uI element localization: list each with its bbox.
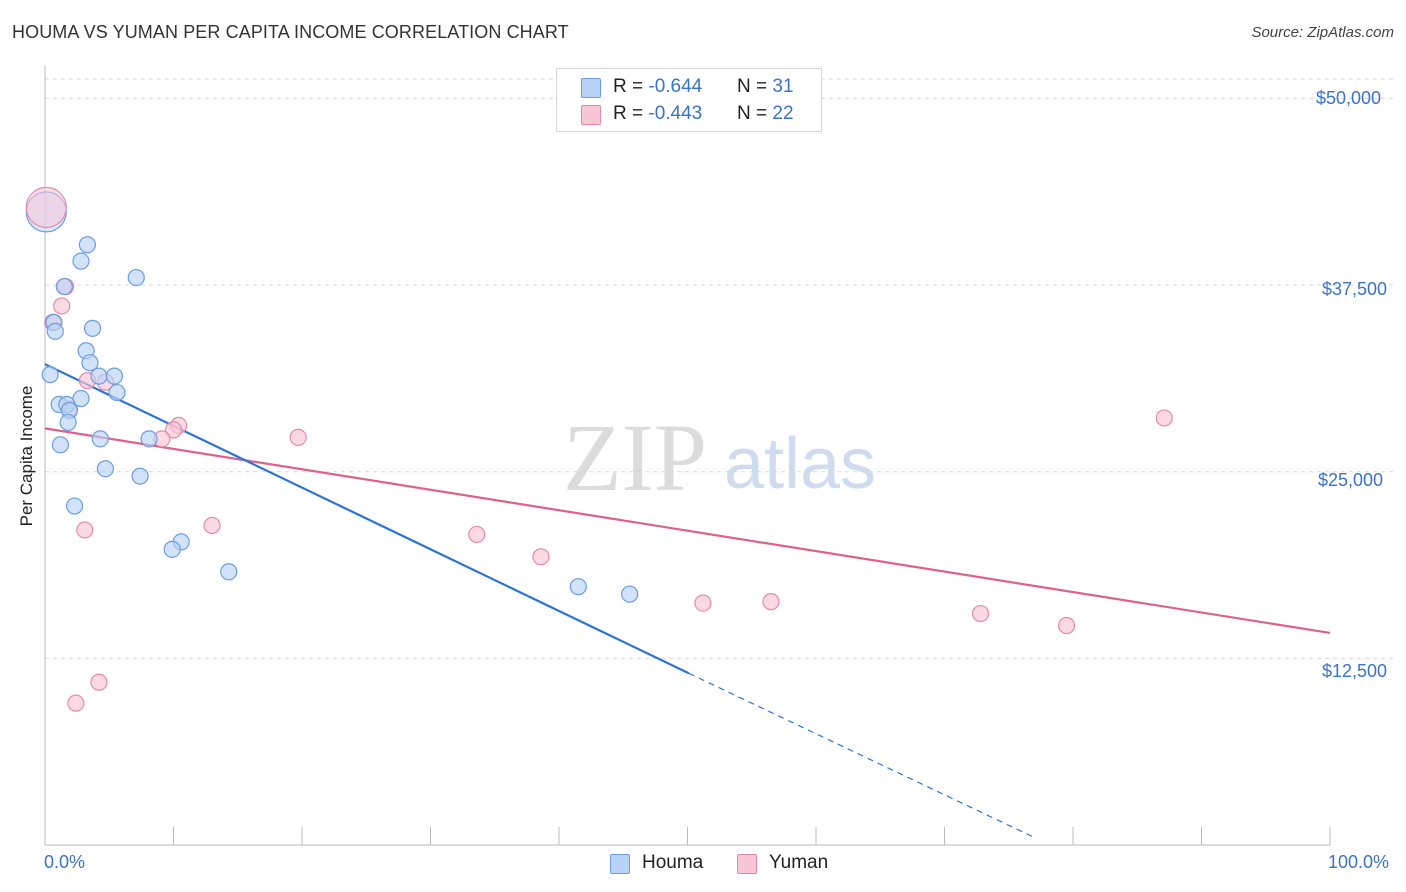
y-axis-title: Per Capita Income [17,385,36,527]
houma-point-7 [83,319,102,337]
yuman-point-11 [1155,409,1173,427]
yuman-point-21 [67,694,85,712]
houma-point-12 [105,367,123,385]
houma-n-label: N = [737,76,773,97]
houma-point-18 [59,413,77,432]
houma-r-value: -0.644 [648,76,703,97]
y-tick-label-25000: $25,000 [1318,470,1384,490]
yuman-point-12 [76,521,94,539]
yuman-trend-line [44,427,1331,635]
y-tick-label-12500: $12,500 [1322,661,1388,681]
houma-point-27 [220,563,238,581]
houma-point-3 [127,268,145,287]
houma-legend-swatch [610,854,630,874]
correlation-legend: R = -0.644 N = 31 R = -0.443 N = 22 [556,68,822,132]
houma-point-13 [108,383,126,402]
yuman-point-10 [289,428,307,446]
yuman-point-15 [532,548,550,566]
trend-lines [44,363,1331,839]
houma-point-4 [55,277,73,296]
yuman-point-17 [762,593,780,611]
yuman-point-18 [971,604,990,623]
yuman-point-13 [203,516,221,535]
houma-point-2 [72,252,90,270]
houma-legend-label: Houma [642,852,704,873]
yuman-point-14 [468,525,486,544]
watermark-atlas: atlas [724,424,876,504]
houma-point-19 [51,436,70,454]
yuman-swatch [581,105,601,125]
y-tick-label-37500: $37,500 [1322,279,1388,299]
chart-title: HOUMA VS YUMAN PER CAPITA INCOME CORRELA… [12,22,569,42]
houma-point-23 [131,467,149,485]
houma-point-22 [96,460,114,478]
houma-point-20 [91,430,109,448]
houma-n-value: 31 [772,76,794,97]
houma-swatch [581,78,601,98]
watermark-zip: ZIP [563,404,707,511]
houma-point-28 [569,578,587,596]
source-label: Source: ZipAtlas.com [1251,24,1394,41]
houma-point-29 [621,585,639,603]
houma-point-6 [46,322,64,340]
yuman-point-large [25,186,67,229]
houma-point-24 [65,497,84,515]
houma-trend-line [44,363,690,675]
houma-point-21 [140,430,158,448]
x-tick-label-left: 0.0% [44,852,86,872]
yuman-point-20 [90,673,108,691]
houma-r-label: R = [613,76,649,97]
yuman-r-label: R = [613,103,649,124]
houma-point-9 [81,354,99,372]
x-tick-label-right: 100.0% [1328,852,1390,872]
houma-point-1 [78,236,97,254]
houma-point-10 [41,366,59,384]
yuman-point-16 [694,594,712,612]
gridlines [45,78,1395,659]
houma-point-26 [163,540,181,558]
data-points [25,186,1173,712]
yuman-point-2 [53,297,71,315]
yuman-n-label: N = [737,103,773,124]
yuman-point-19 [1057,616,1076,635]
watermark: ZIP atlas [563,404,876,511]
yuman-r-value: -0.443 [648,103,703,124]
houma-point-11 [90,367,108,385]
yuman-point-8 [164,421,183,439]
yuman-legend-swatch [737,854,757,874]
houma-trend-extension [688,672,1035,839]
yuman-legend-label: Yuman [769,852,829,873]
y-tick-label-50000: $50,000 [1316,88,1382,108]
yuman-n-value: 22 [772,103,794,124]
